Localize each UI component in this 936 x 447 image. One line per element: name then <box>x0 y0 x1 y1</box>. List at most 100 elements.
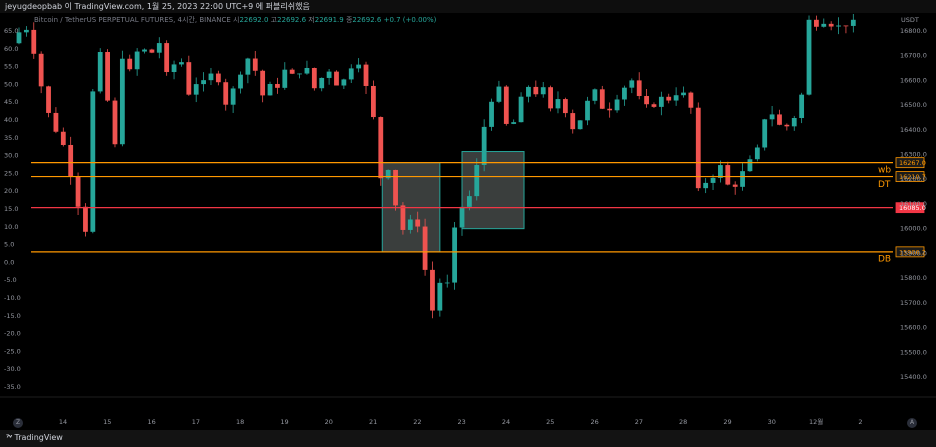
auto-scale-icon[interactable]: A <box>907 418 917 428</box>
candle-body <box>83 206 88 232</box>
left-tick-label: 25.0 <box>4 169 18 177</box>
candle-body <box>511 122 517 124</box>
candle-body <box>105 52 110 101</box>
candle-body <box>430 269 435 311</box>
close-value: 22692.6 <box>352 16 382 24</box>
candle-body <box>555 99 561 109</box>
left-tick-label: 35.0 <box>4 134 18 142</box>
left-tick-label: 15.0 <box>4 205 18 213</box>
candle-body <box>186 62 192 95</box>
candle-body <box>31 29 37 54</box>
level-price-badge <box>895 157 925 169</box>
left-tick-label: 0.0 <box>4 258 14 266</box>
left-tick-label: 40.0 <box>4 116 18 124</box>
candle-body <box>16 32 22 44</box>
level-price-badge <box>895 246 925 258</box>
time-tick-label: 25 <box>546 418 554 426</box>
candle-body <box>282 69 288 88</box>
candles <box>16 14 856 319</box>
candle-body <box>75 176 81 207</box>
candle-body <box>119 58 125 145</box>
candle-body <box>644 96 649 105</box>
candle-body <box>599 89 605 109</box>
candle-body <box>732 184 738 187</box>
symbol-name[interactable]: Bitcoin / TetherUS PERPETUAL FUTURES, 4시… <box>34 16 231 24</box>
candle-body <box>422 226 428 270</box>
candle-body <box>179 62 184 65</box>
candle-body <box>444 282 450 284</box>
right-tick-label: 16100.0 <box>900 200 927 208</box>
candle-body <box>673 95 679 101</box>
left-tick-label: 55.0 <box>4 63 18 71</box>
candle-body <box>385 169 391 179</box>
candle-body <box>629 80 635 88</box>
candle-body <box>489 101 494 127</box>
candle-body <box>518 96 524 123</box>
candle-body <box>592 89 598 101</box>
candle-body <box>68 144 74 177</box>
candle-body <box>46 86 51 113</box>
left-tick-label: 60.0 <box>4 45 18 53</box>
candle-body <box>407 219 413 230</box>
candle-body <box>311 67 317 89</box>
left-tick-label: -30.0 <box>4 365 21 373</box>
candle-body <box>238 74 243 89</box>
level-price-label: 15906.2 <box>899 248 926 256</box>
candle-body <box>171 64 177 73</box>
candle-body <box>481 126 487 166</box>
level-price-label: 16267.0 <box>899 159 926 167</box>
candle-body <box>651 104 657 107</box>
level-price-label: 16085.0 <box>899 204 926 212</box>
left-tick-label: 30.0 <box>4 152 18 160</box>
time-tick-label: 15 <box>103 418 111 426</box>
candle-body <box>718 165 723 178</box>
time-tick-label: 16 <box>147 418 155 426</box>
candle-body <box>784 124 790 127</box>
candle-body <box>585 100 590 121</box>
candle-body <box>577 120 583 130</box>
candle-body <box>156 43 162 53</box>
time-tick-label: 2 <box>858 418 862 426</box>
candle-body <box>164 43 170 73</box>
candle-body <box>378 117 384 179</box>
candle-body <box>304 67 310 74</box>
right-tick-label: 16700.0 <box>900 52 927 60</box>
candle-body <box>112 100 118 145</box>
candle-body <box>503 86 509 124</box>
candle-body <box>695 107 701 189</box>
left-tick-label: -35.0 <box>4 383 21 391</box>
low-value: 22691.9 <box>314 16 344 24</box>
candle-body <box>666 96 672 101</box>
level-annotation: DT <box>878 180 891 190</box>
candle-body <box>614 99 620 111</box>
right-tick-label: 15600.0 <box>900 324 927 332</box>
right-tick-label: 16000.0 <box>900 225 927 233</box>
timezone-icon[interactable]: Z <box>13 418 23 428</box>
time-tick-label: 17 <box>192 418 200 426</box>
candle-body <box>215 73 221 83</box>
left-tick-label: 65.0 <box>4 27 18 35</box>
high-label: 고 <box>270 16 278 24</box>
time-tick-label: 21 <box>369 418 377 426</box>
candle-body <box>149 49 155 53</box>
candle-body <box>459 206 465 228</box>
candle-body <box>201 80 206 85</box>
candle-body <box>452 227 458 283</box>
candle-body <box>348 68 354 80</box>
change-value: +0.7 (+0.00%) <box>383 16 437 24</box>
tradingview-logo: ⁷ᵛ TradingView <box>6 433 63 442</box>
candle-body <box>230 88 236 105</box>
candle-body <box>267 83 273 96</box>
left-tick-label: 10.0 <box>4 223 18 231</box>
candle-body <box>570 113 576 130</box>
candle-body <box>843 25 849 27</box>
left-tick-label: 5.0 <box>4 241 14 249</box>
candle-body <box>53 112 59 132</box>
time-axis: 14 15 16 17 18 19 20 21 22 23 24 25 26 27 28 29 30 12월 2 <box>0 396 936 426</box>
right-tick-label: 16200.0 <box>900 175 927 183</box>
candle-body <box>260 70 266 96</box>
time-tick-label: 22 <box>413 418 421 426</box>
candle-body <box>681 92 686 96</box>
price-levels: 16267.0 16210.7 16085.0 15906.2 <box>31 157 926 258</box>
